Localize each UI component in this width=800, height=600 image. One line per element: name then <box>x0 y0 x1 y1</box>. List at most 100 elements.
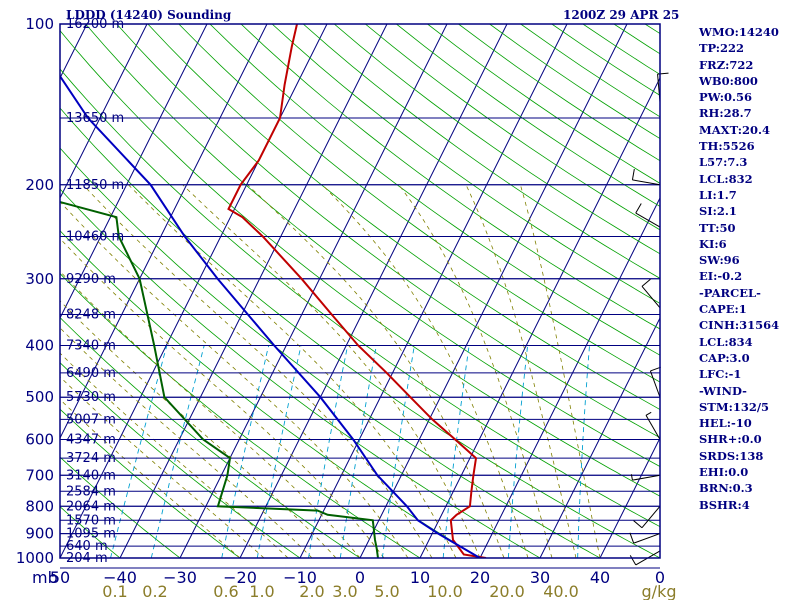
profile-lines <box>60 24 487 558</box>
temperature-tick-label: 40 <box>590 568 610 587</box>
mixing-ratio-label: g/kg <box>642 582 677 600</box>
mixing-ratio-line <box>577 345 590 558</box>
pressure-label: 1000 <box>16 549 54 567</box>
wind-barb-flag <box>635 203 642 214</box>
isotherm-line <box>419 76 660 558</box>
moist-adiabat-line <box>82 184 433 558</box>
index-item: EI:-0.2 <box>699 269 743 284</box>
index-item: TH:5526 <box>699 139 755 154</box>
height-label: 204 m <box>66 551 108 566</box>
mixing-ratio-label: 10.0 <box>427 582 463 600</box>
isotherm-line <box>359 24 628 558</box>
mixing-ratio-line <box>381 345 415 558</box>
wind-barb-staff <box>641 505 661 529</box>
wind-barb <box>645 411 661 440</box>
temperature-tick-label: −30 <box>163 568 197 587</box>
index-item: BSHR:4 <box>699 497 750 512</box>
index-item: BRN:0.3 <box>699 481 753 496</box>
dry-adiabat-line <box>60 316 361 558</box>
temperature-tick-label: 20 <box>470 568 490 587</box>
station-title: LDDD (14240) Sounding <box>66 8 232 22</box>
mixing-ratio-label: 5.0 <box>374 582 399 600</box>
mixing-ratio-label: 0.1 <box>102 582 127 600</box>
height-label: 5730 m <box>66 390 116 405</box>
mixing-ratio-label: 0.6 <box>213 582 238 600</box>
wind-barb-staff <box>645 415 661 440</box>
pressure-axis-unit: mb <box>32 568 58 587</box>
pressure-label: 800 <box>25 497 54 515</box>
index-item: TT:50 <box>699 220 736 235</box>
index-item: PW:0.56 <box>699 90 753 105</box>
index-item: FRZ:722 <box>699 57 754 72</box>
index-item: LFC:-1 <box>699 367 742 382</box>
height-label: 4347 m <box>66 433 116 448</box>
temperature-tick-label: −40 <box>103 568 137 587</box>
dry-adiabat-line <box>85 24 660 468</box>
wind-barb-staff <box>632 179 661 186</box>
wind-barb-flag <box>645 411 652 416</box>
temperature-profile-line <box>227 24 487 558</box>
height-label: 9290 m <box>66 272 116 287</box>
height-label: 1095 m <box>66 527 116 542</box>
pressure-label: 400 <box>25 337 54 355</box>
mixing-ratio-label: 1.0 <box>249 582 274 600</box>
wind-barb-staff <box>649 370 661 398</box>
isotherm-line <box>299 24 568 558</box>
pressure-label: 600 <box>25 431 54 449</box>
wind-barb <box>649 366 661 398</box>
dewpoint-profile-line <box>60 200 379 558</box>
index-item: STM:132/5 <box>699 399 770 414</box>
dry-adiabat-line <box>60 272 421 558</box>
isotherm-line <box>479 196 660 558</box>
mixing-ratio-label: 40.0 <box>543 582 579 600</box>
wind-barb <box>630 474 661 481</box>
wind-barb <box>631 168 661 186</box>
index-item: WMO:14240 <box>699 25 779 39</box>
height-label: 5007 m <box>66 412 116 427</box>
mixing-ratio-line <box>221 345 270 558</box>
moist-adiabat-line <box>60 376 265 558</box>
index-item: CINH:31564 <box>699 318 780 333</box>
index-item: LCL:834 <box>699 334 753 349</box>
wind-barb-flag <box>629 555 637 566</box>
wind-barb-flag <box>630 474 633 481</box>
dry-adiabat-line <box>116 24 660 439</box>
moist-adiabat-line <box>60 270 361 558</box>
isotherm-line <box>60 24 208 320</box>
height-label: 1570 m <box>66 513 116 528</box>
height-label: 10460 m <box>66 229 124 244</box>
height-label: 16200 m <box>66 17 124 32</box>
moist-adiabat-line <box>247 184 505 558</box>
isotherm-line <box>599 436 660 558</box>
wind-barb-flag <box>650 366 661 372</box>
index-item: -PARCEL- <box>699 285 761 300</box>
mixing-ratio-label: 3.0 <box>332 582 357 600</box>
wind-barb <box>633 505 661 529</box>
index-item: SRDS:138 <box>699 448 764 463</box>
temperature-tick-label: 10 <box>410 568 430 587</box>
height-label: 2584 m <box>66 484 116 499</box>
height-label: 2064 m <box>66 499 116 514</box>
index-item: RH:28.7 <box>699 106 752 121</box>
index-item: EHI:0.0 <box>699 465 749 480</box>
height-label: 7340 m <box>66 339 116 354</box>
wind-barb <box>657 72 669 103</box>
index-item: WB0:800 <box>699 73 758 88</box>
wind-barb-flag <box>633 520 643 529</box>
moist-adiabat-line <box>520 184 601 558</box>
mixing-ratio-line <box>256 345 302 558</box>
wind-barb <box>641 278 661 309</box>
wind-barb-staff <box>635 212 661 228</box>
moist-adiabat-line <box>322 184 529 558</box>
mixing-ratio-label: 0.2 <box>142 582 167 600</box>
temperature-tick-label: −10 <box>283 568 317 587</box>
isotherm-line <box>179 24 448 558</box>
pressure-label: 900 <box>25 525 54 543</box>
plot-frame <box>59 23 661 569</box>
temperature-tick-label: 30 <box>530 568 550 587</box>
plot-frame-rect <box>59 23 661 559</box>
index-item: SHR+:0.0 <box>699 432 762 447</box>
temperature-tick-label: 0 <box>655 568 665 587</box>
wind-barb-flag <box>631 168 635 180</box>
